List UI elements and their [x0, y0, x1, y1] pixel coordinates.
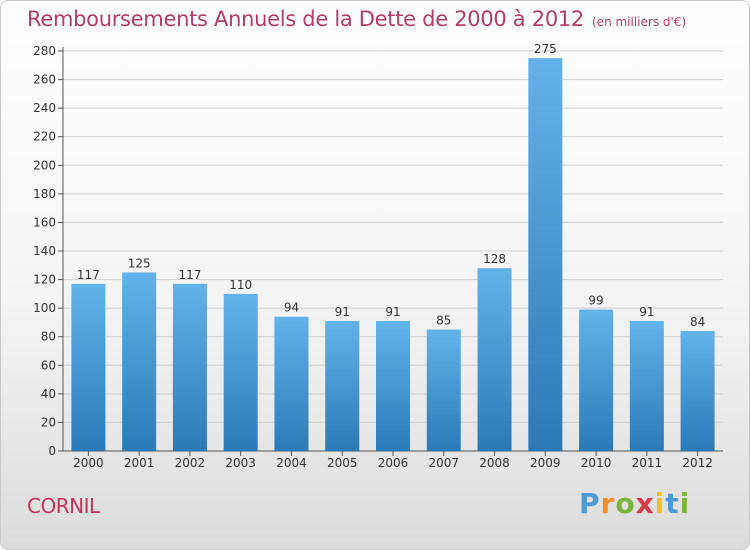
bar-2010 [579, 309, 614, 451]
y-tick-label: 40 [41, 387, 56, 401]
data-label: 85 [436, 314, 451, 328]
logo-letter: P [579, 487, 601, 520]
y-tick-label: 200 [33, 158, 56, 172]
bar-2004 [274, 316, 309, 451]
x-tick-label: 2004 [276, 456, 307, 470]
bar-2007 [426, 329, 461, 451]
y-tick-label: 220 [33, 130, 56, 144]
data-label: 84 [690, 315, 705, 329]
data-label: 128 [483, 252, 506, 266]
bar-2003 [223, 293, 258, 451]
y-tick-label: 20 [41, 415, 56, 429]
x-tick-label: 2008 [479, 456, 510, 470]
y-tick-label: 240 [33, 101, 56, 115]
logo-letter: o [615, 487, 636, 520]
axes: 0 20 40 60 80 100 120 140 160 180 200 220 240 260 280 2… [33, 44, 723, 470]
logo-letter: x [635, 487, 655, 520]
data-label: 91 [639, 305, 654, 319]
data-label: 275 [534, 42, 557, 56]
data-label: 117 [77, 268, 100, 282]
x-tick-label: 2001 [124, 456, 155, 470]
commune-name: CORNIL [27, 494, 100, 518]
y-tick-label: 160 [33, 215, 56, 229]
chart-title: Remboursements Annuels de la Dette de 20… [27, 7, 686, 31]
y-tick-label: 100 [33, 301, 56, 315]
data-labels: 117 125 117 110 94 91 91 85 128 275 99 91 84 [77, 42, 705, 329]
y-tick-label: 140 [33, 244, 56, 258]
x-tick-label: 2002 [175, 456, 206, 470]
chart-title-text: Remboursements Annuels de la Dette de 20… [27, 7, 584, 31]
bar-2008 [477, 268, 512, 451]
x-tick-label: 2006 [378, 456, 409, 470]
data-label: 91 [335, 305, 350, 319]
x-tick-label: 2009 [530, 456, 561, 470]
data-label: 91 [385, 305, 400, 319]
bar-2011 [629, 321, 664, 451]
y-tick-label: 60 [41, 358, 56, 372]
y-tick-label: 180 [33, 187, 56, 201]
chart-unit: (en milliers d'€) [592, 15, 687, 29]
proxiti-logo: Proxiti [579, 487, 690, 520]
x-tick-label: 2003 [225, 456, 256, 470]
bar-2002 [172, 283, 207, 451]
logo-letter: r [600, 487, 616, 520]
x-tick-label: 2000 [73, 456, 104, 470]
bar-2005 [325, 321, 360, 451]
y-tick-label: 80 [41, 330, 56, 344]
data-label: 125 [128, 256, 151, 270]
logo-letter: i [654, 487, 666, 520]
logo-letter: t [665, 487, 680, 520]
y-tick-label: 120 [33, 273, 56, 287]
data-label: 110 [229, 278, 252, 292]
x-tick-label: 2010 [581, 456, 612, 470]
logo-letter: i [679, 487, 691, 520]
bar-2006 [376, 321, 410, 451]
bar-2001 [122, 272, 157, 451]
bar-2012 [680, 331, 715, 451]
data-label: 99 [588, 294, 603, 308]
y-tick-label: 280 [33, 44, 56, 58]
y-tick-label: 0 [48, 444, 56, 458]
data-label: 94 [284, 301, 299, 315]
x-tick-label: 2005 [327, 456, 358, 470]
x-tick-label: 2012 [682, 456, 713, 470]
x-tick-label: 2011 [632, 456, 663, 470]
bar-2009 [528, 58, 563, 452]
x-tick-label: 2007 [428, 456, 459, 470]
data-label: 117 [178, 268, 201, 282]
y-tick-label: 260 [33, 73, 56, 87]
bars [71, 58, 715, 452]
bar-2000 [71, 283, 106, 451]
